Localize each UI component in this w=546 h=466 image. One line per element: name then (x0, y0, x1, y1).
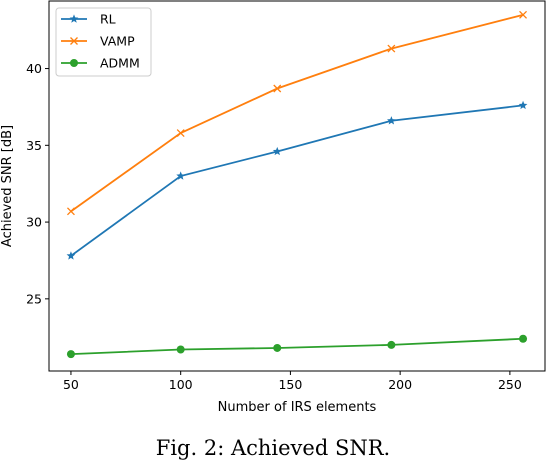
vamp-point (66, 207, 75, 216)
x-axis-label: Number of IRS elements (218, 400, 377, 415)
legend-admm-label: ADMM (100, 56, 140, 71)
plot-frame (48, 0, 546, 372)
x-tick-label: 100 (169, 377, 193, 392)
vamp-point (519, 10, 528, 19)
legend-rl-label: RL (100, 12, 116, 27)
x-tick-label: 50 (63, 377, 79, 392)
y-tick-label: 40 (26, 61, 42, 76)
series-admm (66, 334, 528, 359)
rl-point (176, 171, 186, 180)
admm-point (273, 343, 282, 352)
series-rl (66, 100, 528, 260)
rl-point (66, 251, 76, 260)
y-axis-label: Achieved SNR [dB] (0, 125, 15, 247)
legend-box (55, 7, 152, 77)
vamp-point (387, 44, 396, 53)
legend: RL VAMP ADMM (55, 7, 152, 77)
y-tick-label: 35 (26, 138, 42, 153)
figure-caption: Fig. 2: Achieved SNR. (155, 436, 391, 460)
y-tick-label: 30 (26, 215, 42, 230)
series-vamp (66, 10, 528, 216)
admm-point (66, 350, 75, 359)
x-tick-label: 150 (278, 377, 302, 392)
vamp-point (273, 84, 282, 93)
legend-admm-marker (70, 59, 78, 67)
x-tick-label: 250 (498, 377, 522, 392)
legend-vamp-label: VAMP (100, 34, 135, 49)
admm-point (176, 345, 185, 354)
rl-point (387, 116, 396, 125)
admm-point (387, 340, 396, 349)
legend-vamp-marker (70, 37, 78, 45)
x-tick-label: 200 (388, 377, 412, 392)
rl-point (518, 100, 528, 110)
admm-point (519, 334, 528, 343)
vamp-point (176, 129, 185, 137)
admm-line (70, 337, 524, 356)
rl-point (272, 146, 282, 156)
y-tick-label: 25 (26, 291, 42, 306)
legend-rl-marker (69, 14, 79, 23)
rl-line (70, 104, 524, 257)
